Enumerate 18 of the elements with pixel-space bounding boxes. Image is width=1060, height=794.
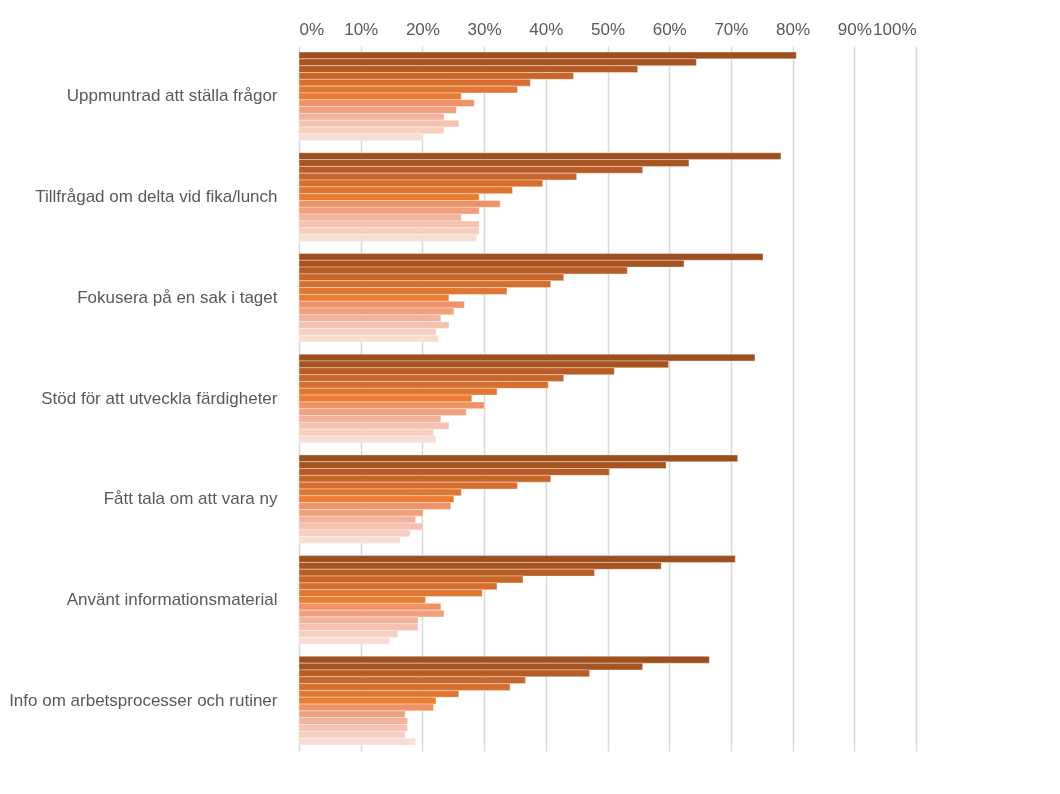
x-tick-label: 40% — [529, 19, 564, 39]
x-tick-label: 70% — [714, 19, 749, 39]
y-tick-label: Info om arbetsprocesser och rutiner — [9, 690, 278, 710]
x-tick-label: 20% — [405, 19, 440, 39]
y-tick-label: Fokusera på en sak i taget — [77, 287, 278, 307]
y-tick-label: Uppmuntrad att ställa frågor — [66, 86, 278, 106]
y-tick-label: Stöd för att utveckla färdigheter — [41, 388, 278, 408]
y-tick-label: Fått tala om att vara ny — [103, 489, 278, 509]
x-tick-label: 60% — [652, 19, 687, 39]
x-tick-label: 90% — [837, 19, 872, 39]
y-tick-label: Använt informationsmaterial — [66, 589, 278, 609]
x-tick-label: 80% — [776, 19, 811, 39]
x-tick-label: 0% — [299, 19, 325, 39]
x-tick-label: 100% — [873, 19, 917, 39]
x-tick-label: 30% — [467, 19, 502, 39]
x-tick-label: 10% — [344, 19, 379, 39]
x-tick-label: 50% — [590, 19, 626, 39]
y-tick-label: Tillfrågad om delta vid fika/lunch — [35, 187, 278, 207]
